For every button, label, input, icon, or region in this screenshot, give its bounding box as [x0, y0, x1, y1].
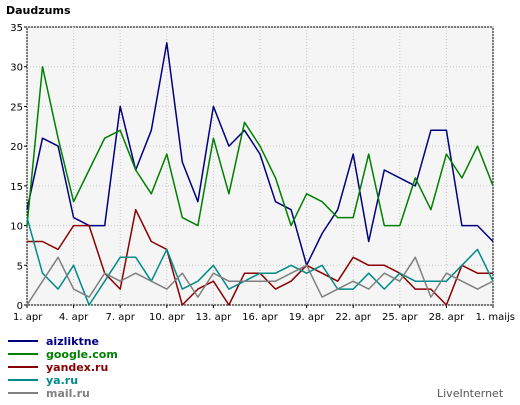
series-line-mail-ru	[26, 256, 494, 306]
series-line-ya-ru	[26, 217, 494, 306]
legend-label-google-com: google.com	[46, 348, 118, 361]
y-tick-label: 15	[10, 182, 23, 193]
legend-label-ya-ru: ya.ru	[46, 374, 78, 387]
legend-label-aizliktne: aizliktne	[46, 335, 99, 348]
y-tick-label: 20	[10, 142, 23, 153]
legend-label-yandex-ru: yandex.ru	[46, 361, 108, 374]
x-tick-label: 22. apr	[335, 312, 372, 323]
x-tick-label: 4. apr	[59, 312, 89, 323]
y-axis: 0 5 10 15 20 25 30 35	[10, 23, 27, 312]
y-tick-label: 30	[10, 63, 23, 74]
y-tick-label: 0	[17, 301, 23, 312]
x-tick-label: 13. apr	[196, 312, 233, 323]
y-tick-label: 25	[10, 102, 23, 113]
chart-title: Daudzums	[6, 4, 71, 17]
x-tick-label: 28. apr	[429, 312, 466, 323]
x-tick-label: 1. apr	[13, 312, 43, 323]
x-tick-label: 1. maijs	[476, 312, 515, 323]
x-tick-label: 16. apr	[242, 312, 279, 323]
series-line-google-com	[26, 65, 494, 227]
series-line-aizliktne	[26, 42, 494, 267]
y-tick-label: 35	[10, 23, 23, 34]
x-tick-label: 7. apr	[106, 312, 136, 323]
y-tick-label: 5	[17, 261, 23, 272]
series-lines	[26, 42, 494, 306]
x-axis: 1. apr 4. apr 7. apr 10. apr 13. apr 16. apr 1…	[13, 305, 515, 323]
x-tick-label: 10. apr	[149, 312, 186, 323]
x-tick-label: 19. apr	[289, 312, 326, 323]
x-tick-label: 25. apr	[382, 312, 419, 323]
legend-label-mail-ru: mail.ru	[46, 387, 90, 400]
brand-label: LiveInternet	[437, 387, 504, 400]
y-tick-label: 10	[10, 222, 23, 233]
